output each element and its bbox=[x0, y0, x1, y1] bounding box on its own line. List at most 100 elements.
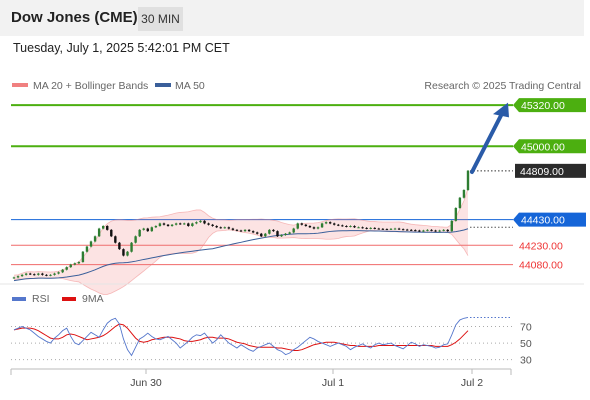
candle-body bbox=[320, 223, 324, 228]
candle-body bbox=[324, 222, 328, 224]
rsi-line bbox=[13, 316, 469, 357]
candle-body bbox=[247, 229, 251, 232]
candle-body bbox=[357, 227, 360, 229]
rsi-ma-legend-label: 9MA bbox=[82, 293, 104, 305]
candle-body bbox=[20, 274, 24, 277]
candle-body bbox=[73, 263, 77, 265]
candle-body bbox=[24, 273, 28, 275]
rsi-tick-50: 50 bbox=[520, 338, 532, 350]
pivot-tag bbox=[513, 212, 586, 227]
candle-body bbox=[174, 223, 178, 225]
candle-body bbox=[450, 220, 453, 232]
candle-body bbox=[154, 226, 158, 228]
candle-body bbox=[337, 224, 340, 226]
candle-body bbox=[328, 222, 332, 224]
candle-body bbox=[446, 229, 449, 232]
candle-body bbox=[231, 228, 235, 230]
candle-body bbox=[110, 229, 113, 237]
candle-body bbox=[369, 227, 372, 229]
candle-body bbox=[264, 233, 267, 237]
candle-body bbox=[353, 226, 356, 228]
candle-body bbox=[122, 249, 125, 256]
candle-body bbox=[158, 223, 162, 226]
target-2-tag bbox=[513, 98, 586, 113]
candle-body bbox=[106, 226, 109, 230]
candle-body bbox=[93, 236, 97, 242]
candle-body bbox=[442, 229, 445, 231]
candle-body bbox=[312, 227, 316, 229]
candle-body bbox=[138, 229, 141, 237]
candle-body bbox=[361, 227, 364, 229]
candle-body bbox=[418, 230, 421, 232]
candle-body bbox=[438, 230, 441, 232]
rsi-tick-70: 70 bbox=[520, 322, 532, 334]
candle-body bbox=[101, 226, 105, 229]
candle-body bbox=[345, 226, 348, 227]
candle-body bbox=[401, 229, 405, 231]
candle-body bbox=[61, 269, 64, 273]
candle-body bbox=[430, 229, 433, 231]
candle-body bbox=[97, 228, 101, 237]
candle-body bbox=[45, 274, 48, 276]
x-tick-label: Jul 2 bbox=[461, 377, 483, 389]
candle-body bbox=[65, 267, 68, 270]
candle-body bbox=[211, 224, 214, 226]
x-tick-label: Jul 1 bbox=[322, 377, 344, 389]
credit-label: Research © 2025 Trading Central bbox=[424, 80, 581, 92]
bollinger-upper bbox=[13, 188, 469, 276]
candle-body bbox=[146, 228, 149, 232]
candle-body bbox=[349, 226, 352, 227]
candle-body bbox=[223, 227, 226, 229]
ma50-legend-label: MA 50 bbox=[175, 80, 205, 92]
x-tick-label: Jun 30 bbox=[130, 377, 162, 389]
candle-body bbox=[114, 236, 117, 243]
candle-body bbox=[405, 229, 409, 231]
timeframe-button[interactable]: 30 MIN bbox=[138, 7, 183, 31]
candle-body bbox=[77, 262, 81, 264]
candle-body bbox=[207, 223, 210, 225]
candle-body bbox=[16, 276, 20, 278]
candle-body bbox=[333, 223, 336, 225]
candle-body bbox=[284, 233, 287, 235]
candle-body bbox=[41, 273, 44, 275]
candle-body bbox=[410, 229, 413, 231]
candle-body bbox=[37, 273, 40, 275]
target-1-label: 45000.00 bbox=[521, 141, 565, 153]
bollinger-legend-swatch bbox=[12, 83, 28, 87]
candle-body bbox=[268, 229, 271, 234]
candle-body bbox=[341, 225, 344, 227]
candle-body bbox=[142, 228, 145, 230]
candle-body bbox=[191, 223, 194, 226]
datetime-label: Tuesday, July 1, 2025 5:42:01 PM CET bbox=[13, 41, 230, 55]
candle-body bbox=[203, 220, 206, 224]
candle-body bbox=[81, 251, 85, 262]
candle-body bbox=[296, 223, 299, 229]
ma50-line bbox=[13, 228, 469, 282]
candle-body bbox=[377, 228, 381, 230]
pivot-label: 44430.00 bbox=[521, 215, 565, 227]
rsi-ma-line bbox=[13, 323, 469, 352]
candle-body bbox=[243, 229, 247, 232]
candle-body bbox=[178, 223, 182, 225]
candle-body bbox=[183, 223, 186, 225]
rsi-legend-label: RSI bbox=[32, 293, 50, 305]
candle-body bbox=[462, 190, 466, 198]
rsi-legend-swatch bbox=[12, 297, 26, 301]
target-2-label: 45320.00 bbox=[521, 100, 565, 112]
candle-body bbox=[260, 233, 263, 237]
candle-body bbox=[57, 272, 60, 274]
target-1-tag bbox=[513, 139, 586, 154]
candle-body bbox=[381, 228, 385, 230]
candle-body bbox=[454, 208, 458, 221]
candle-body bbox=[49, 274, 52, 276]
candle-body bbox=[251, 231, 255, 233]
candle-body bbox=[69, 264, 72, 268]
header-bar: Dow Jones (CME) 30 MIN bbox=[0, 0, 584, 36]
ma50-legend-swatch bbox=[155, 83, 171, 87]
projection-arrow-head bbox=[493, 102, 509, 118]
candle-body bbox=[239, 230, 243, 232]
rsi-tick-30: 30 bbox=[520, 355, 532, 367]
candle-body bbox=[434, 230, 437, 232]
last-price-tag bbox=[515, 163, 586, 178]
